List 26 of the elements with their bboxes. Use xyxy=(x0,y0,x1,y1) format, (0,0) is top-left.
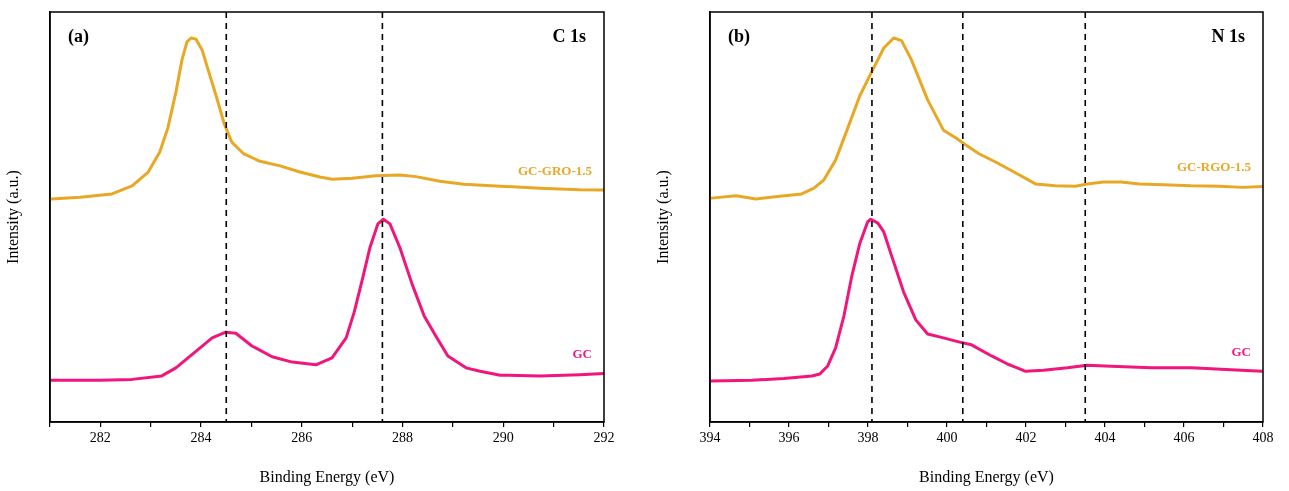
x-tick-label: 290 xyxy=(492,430,514,446)
y-axis-title: Intensity (a.u.) xyxy=(653,170,672,264)
annotation: C 1s xyxy=(552,25,586,46)
annotation: N 1s xyxy=(1211,25,1245,46)
x-tick-label: 402 xyxy=(1015,430,1037,446)
x-tick-label: 292 xyxy=(593,430,615,446)
x-tick-label: 282 xyxy=(89,430,111,446)
y-axis-title: Intensity (a.u.) xyxy=(3,170,22,264)
x-tick-label: 398 xyxy=(857,430,879,446)
x-tick-label: 400 xyxy=(936,430,958,446)
series-label: GC xyxy=(1231,344,1251,360)
series-label: GC xyxy=(572,346,592,362)
x-tick-label: 288 xyxy=(392,430,414,446)
x-tick-label: 394 xyxy=(699,430,721,446)
x-tick-label: 404 xyxy=(1094,430,1116,446)
x-tick-label: 406 xyxy=(1173,430,1195,446)
annotation: (b) xyxy=(728,25,750,47)
x-tick-label: 286 xyxy=(291,430,313,446)
series-label: GC-GRO-1.5 xyxy=(517,162,593,178)
x-tick-label: 284 xyxy=(190,430,212,446)
x-axis-title: Binding Energy (eV) xyxy=(919,467,1054,486)
x-tick-label: 408 xyxy=(1252,430,1274,446)
annotation: (a) xyxy=(68,25,89,47)
series-label: GC-RGO-1.5 xyxy=(1176,159,1252,175)
x-axis-title: Binding Energy (eV) xyxy=(259,467,395,486)
x-tick-label: 396 xyxy=(778,430,800,446)
